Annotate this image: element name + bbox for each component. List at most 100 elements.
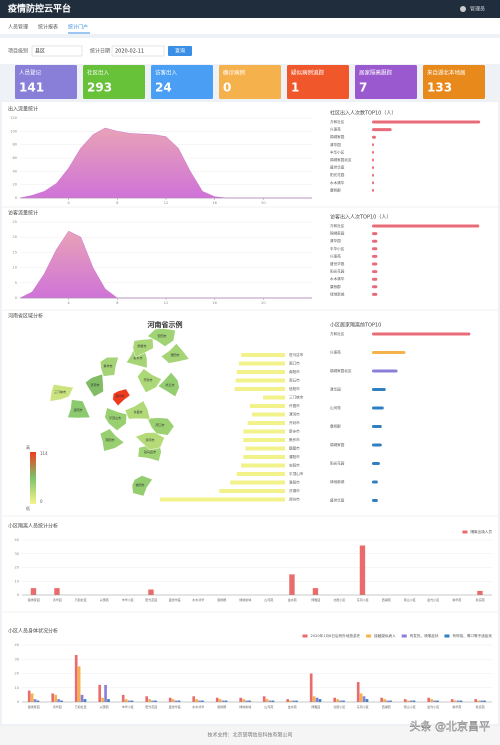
- x-tick-label: 兴惠苑: [100, 597, 109, 602]
- bar: [235, 378, 285, 383]
- bar-label: 康桥郡: [330, 424, 341, 429]
- map-region[interactable]: [160, 343, 190, 364]
- bar: [192, 696, 196, 702]
- kpi-label: 来自湖北本地居: [427, 69, 466, 77]
- bar: [195, 699, 198, 702]
- bar: [372, 181, 374, 185]
- x-tick-label: 20: [261, 201, 265, 205]
- map-region[interactable]: [99, 428, 125, 452]
- region-label: 许昌市: [133, 409, 142, 414]
- map-region[interactable]: [112, 388, 131, 407]
- map-region[interactable]: [137, 368, 162, 393]
- bar-label: 许昌市: [289, 403, 300, 408]
- bar-label: 盛世华庭: [330, 261, 345, 266]
- y-tick-label: 0: [15, 296, 17, 300]
- x-tick-label: 万和社区: [75, 597, 87, 602]
- chart-title: 社区出入人次数TOP10（人）: [330, 110, 396, 117]
- bar: [60, 700, 63, 702]
- level-select[interactable]: [31, 45, 83, 57]
- map-region[interactable]: [131, 475, 153, 497]
- map-region[interactable]: [146, 417, 175, 436]
- bar: [201, 700, 204, 702]
- bar: [271, 700, 275, 702]
- bar: [292, 700, 295, 702]
- bar: [265, 699, 269, 702]
- bar: [362, 696, 366, 702]
- bar: [219, 489, 285, 493]
- bar: [339, 700, 342, 702]
- bar: [54, 588, 60, 595]
- kpi-value: 1: [291, 81, 299, 95]
- bar: [243, 429, 285, 434]
- map-region[interactable]: [147, 328, 176, 347]
- bar: [309, 673, 313, 702]
- bar: [177, 700, 181, 702]
- bar: [245, 700, 248, 702]
- bar: [83, 699, 87, 702]
- y-tick-label: 10: [15, 579, 19, 583]
- kpi-label: 社区出入: [87, 69, 110, 77]
- region-label: 焦作市: [103, 363, 112, 368]
- map-region[interactable]: [104, 407, 128, 431]
- user-name[interactable]: 管理员: [470, 6, 485, 13]
- x-tick-label: 丰华小区: [122, 597, 134, 602]
- query-button[interactable]: [168, 46, 192, 56]
- x-tick-label: 山河苑: [264, 704, 273, 709]
- bar-label: 兴惠苑: [330, 253, 341, 258]
- x-tick-label: 绿地新城: [239, 597, 251, 602]
- bar-label: 兴惠苑: [330, 127, 341, 132]
- bar: [453, 700, 457, 702]
- map-region[interactable]: [132, 338, 154, 358]
- bar: [218, 699, 222, 702]
- tab[interactable]: 统计报表: [38, 24, 58, 31]
- bar: [286, 699, 290, 702]
- legend-label: 接触疑似病人: [374, 633, 396, 638]
- x-tick-label: 春华苑: [452, 597, 461, 602]
- bar: [221, 700, 225, 702]
- filter-bar: [0, 38, 500, 64]
- bar: [372, 388, 386, 391]
- date-value[interactable]: 2020-02-11: [115, 49, 144, 55]
- bar-label: 焦作市: [289, 437, 300, 442]
- date-input[interactable]: [111, 45, 165, 57]
- kpi-card: [355, 65, 417, 99]
- bar: [245, 446, 285, 451]
- bar-label: 万和社区: [330, 119, 345, 124]
- bar: [359, 545, 366, 595]
- level-value[interactable]: 县区: [35, 49, 45, 55]
- bar: [450, 699, 454, 702]
- x-tick-label: 万和社区: [75, 704, 87, 709]
- map-region[interactable]: [67, 399, 91, 419]
- bar: [372, 406, 384, 410]
- map-region[interactable]: [100, 357, 119, 377]
- tab[interactable]: 人员管理: [8, 24, 28, 31]
- kpi-label: 居家隔离跟踪: [359, 69, 393, 77]
- bar: [241, 353, 285, 357]
- bar: [236, 370, 285, 374]
- x-tick-label: 20: [261, 301, 265, 305]
- map-region[interactable]: [49, 384, 74, 402]
- map-region[interactable]: [157, 372, 180, 398]
- bar: [372, 254, 378, 258]
- bar: [107, 699, 110, 702]
- bar-label: 盛世华庭: [330, 498, 345, 503]
- y-tick-label: 30: [15, 657, 19, 661]
- bar-label: 南阳市: [289, 369, 300, 374]
- bar: [74, 654, 78, 702]
- map-region[interactable]: [135, 432, 165, 451]
- bar-label: 水木清华: [330, 276, 345, 281]
- tab[interactable]: 统计门户: [68, 24, 88, 31]
- query-button-label[interactable]: 查询: [175, 48, 185, 55]
- bar-label: 万和社区: [330, 223, 345, 228]
- bar: [365, 699, 369, 702]
- bar: [243, 438, 285, 442]
- x-tick-label: 北辰小区: [333, 704, 345, 709]
- bar-label: 锦绣家园: [330, 442, 345, 447]
- x-tick-label: 清华园: [53, 597, 62, 602]
- chart-title: 访客出入人次TOP10（人）: [330, 214, 391, 221]
- map-region[interactable]: [84, 373, 104, 398]
- bar-label: 信阳市: [289, 386, 300, 391]
- y-tick-label: 0: [17, 593, 19, 597]
- visual-map-min: 0: [40, 499, 43, 504]
